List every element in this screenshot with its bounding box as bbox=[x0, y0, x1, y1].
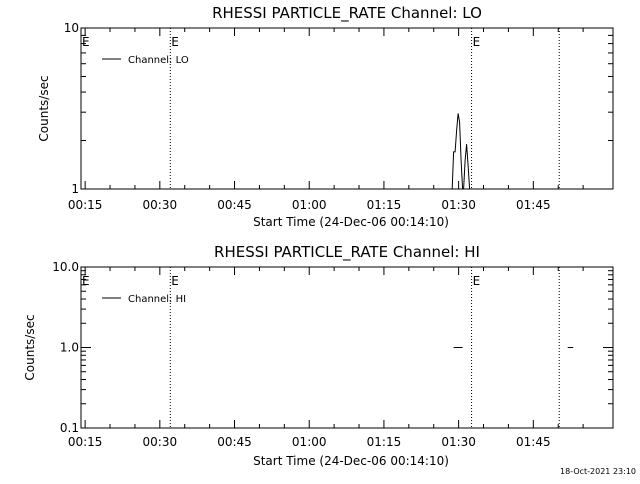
plot-frame bbox=[80, 266, 614, 429]
x-tick-label: 01:30 bbox=[441, 435, 476, 449]
x-tick-label: 01:15 bbox=[367, 435, 402, 449]
legend-label: Channel: HI bbox=[128, 294, 186, 305]
x-tick-label: 00:30 bbox=[143, 435, 178, 449]
x-tick-label: 01:45 bbox=[516, 435, 551, 449]
y-axis-label: Counts/sec bbox=[37, 75, 51, 141]
event-marker-flag: E bbox=[473, 35, 481, 49]
series-line bbox=[451, 113, 471, 190]
x-tick-label: 00:15 bbox=[68, 435, 103, 449]
y-tick-label: 10.0 bbox=[52, 260, 79, 274]
plot-frame bbox=[80, 27, 614, 190]
x-tick-label: 01:00 bbox=[292, 435, 327, 449]
y-tick-label: 1 bbox=[71, 182, 79, 196]
x-tick-label: 00:45 bbox=[217, 435, 252, 449]
x-tick-label: 00:30 bbox=[143, 198, 178, 212]
x-tick-label: 01:15 bbox=[367, 198, 402, 212]
chart-panel-1: RHESSI PARTICLE_RATE Channel: HI 00:15 00:… bbox=[23, 243, 614, 468]
chart-title: RHESSI PARTICLE_RATE Channel: HI bbox=[214, 243, 480, 262]
chart-panel-0: RHESSI PARTICLE_RATE Channel: LO 00:15 00:… bbox=[37, 4, 614, 229]
footer-timestamp: 18-Oct-2021 23:10 bbox=[560, 467, 636, 476]
x-tick-label: 00:45 bbox=[217, 198, 252, 212]
event-marker-flag: E bbox=[171, 35, 179, 49]
event-marker-flag: E bbox=[171, 274, 179, 288]
event-marker-flag: E bbox=[473, 274, 481, 288]
x-axis-label: Start Time (24-Dec-06 00:14:10) bbox=[253, 454, 449, 468]
chart-title: RHESSI PARTICLE_RATE Channel: LO bbox=[212, 4, 482, 23]
y-tick-label: 0.1 bbox=[60, 421, 79, 435]
x-tick-label: 01:00 bbox=[292, 198, 327, 212]
x-axis-label: Start Time (24-Dec-06 00:14:10) bbox=[253, 215, 449, 229]
x-tick-label: 00:15 bbox=[68, 198, 103, 212]
x-tick-label: 01:30 bbox=[441, 198, 476, 212]
y-tick-label: 1.0 bbox=[60, 341, 79, 355]
y-tick-label: 10 bbox=[64, 21, 79, 35]
event-marker-flag: E bbox=[82, 274, 90, 288]
y-axis-label: Counts/sec bbox=[23, 314, 37, 380]
event-marker-flag: E bbox=[82, 35, 90, 49]
x-tick-label: 01:45 bbox=[516, 198, 551, 212]
legend-label: Channel: LO bbox=[128, 55, 189, 66]
